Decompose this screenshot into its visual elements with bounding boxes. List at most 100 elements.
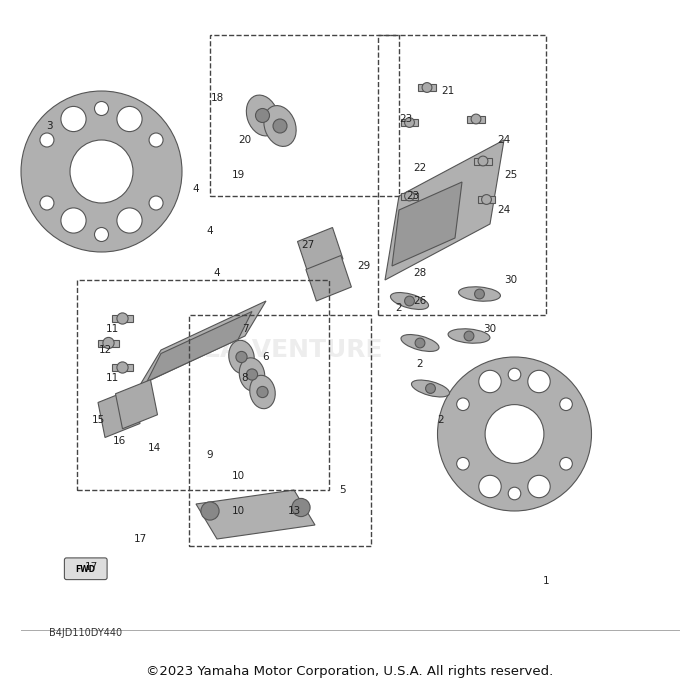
- Ellipse shape: [264, 106, 296, 146]
- Circle shape: [103, 337, 114, 349]
- Text: 3: 3: [46, 121, 52, 131]
- Circle shape: [61, 106, 86, 132]
- Polygon shape: [147, 312, 252, 382]
- Circle shape: [528, 475, 550, 498]
- Text: EALVENTURE: EALVENTURE: [204, 338, 384, 362]
- Text: 11: 11: [106, 373, 118, 383]
- Bar: [98, 340, 119, 346]
- Circle shape: [246, 369, 258, 380]
- Text: 16: 16: [113, 436, 125, 446]
- Circle shape: [201, 502, 219, 520]
- Ellipse shape: [229, 340, 254, 374]
- Text: 26: 26: [414, 296, 426, 306]
- Circle shape: [482, 195, 491, 204]
- Text: 7: 7: [241, 324, 248, 334]
- Bar: [419, 84, 435, 91]
- Ellipse shape: [250, 375, 275, 409]
- Polygon shape: [392, 182, 462, 266]
- Text: 14: 14: [148, 443, 160, 453]
- Ellipse shape: [401, 335, 439, 351]
- Text: 4: 4: [206, 226, 214, 236]
- Text: 25: 25: [505, 170, 517, 180]
- Text: 17: 17: [134, 534, 146, 544]
- Circle shape: [405, 191, 414, 201]
- Text: 1: 1: [542, 576, 550, 586]
- Text: 29: 29: [358, 261, 370, 271]
- Text: 11: 11: [106, 324, 118, 334]
- Circle shape: [415, 338, 425, 348]
- Circle shape: [21, 91, 182, 252]
- Text: 21: 21: [442, 86, 454, 96]
- Text: 2: 2: [416, 359, 424, 369]
- Text: 10: 10: [232, 471, 244, 481]
- Circle shape: [479, 370, 501, 393]
- Ellipse shape: [458, 287, 500, 301]
- Circle shape: [464, 331, 474, 341]
- Text: 22: 22: [414, 163, 426, 173]
- Circle shape: [475, 289, 484, 299]
- Polygon shape: [98, 389, 140, 438]
- Text: 18: 18: [211, 93, 223, 103]
- Ellipse shape: [412, 380, 449, 397]
- Circle shape: [117, 362, 128, 373]
- Circle shape: [149, 133, 163, 147]
- Circle shape: [422, 83, 432, 92]
- Text: 15: 15: [92, 415, 104, 425]
- Circle shape: [94, 102, 108, 116]
- Circle shape: [94, 228, 108, 241]
- Circle shape: [485, 405, 544, 463]
- Text: 23: 23: [407, 191, 419, 201]
- Circle shape: [471, 114, 481, 124]
- Text: 19: 19: [232, 170, 244, 180]
- FancyBboxPatch shape: [64, 558, 107, 580]
- Polygon shape: [385, 140, 504, 280]
- Text: 23: 23: [400, 114, 412, 124]
- Text: 2: 2: [395, 303, 402, 313]
- Circle shape: [117, 106, 142, 132]
- Bar: [477, 196, 496, 203]
- Circle shape: [456, 458, 469, 470]
- Text: 12: 12: [99, 345, 111, 355]
- Bar: [112, 364, 133, 371]
- Text: 24: 24: [498, 135, 510, 145]
- Circle shape: [236, 351, 247, 363]
- Circle shape: [560, 398, 573, 410]
- Text: 10: 10: [232, 506, 244, 516]
- Ellipse shape: [448, 329, 490, 343]
- Polygon shape: [306, 256, 351, 301]
- Text: 2: 2: [438, 415, 444, 425]
- Text: 6: 6: [262, 352, 270, 362]
- Text: 28: 28: [414, 268, 426, 278]
- Circle shape: [40, 133, 54, 147]
- Circle shape: [438, 357, 592, 511]
- Circle shape: [117, 208, 142, 233]
- Circle shape: [456, 398, 469, 410]
- Text: 9: 9: [206, 450, 214, 460]
- Circle shape: [40, 196, 54, 210]
- Ellipse shape: [239, 358, 265, 391]
- Circle shape: [478, 156, 488, 166]
- Circle shape: [149, 196, 163, 210]
- Circle shape: [426, 384, 435, 393]
- Ellipse shape: [391, 293, 428, 309]
- Bar: [468, 116, 485, 122]
- Text: 13: 13: [288, 506, 300, 516]
- Text: B4JD110DY440: B4JD110DY440: [49, 629, 122, 638]
- Bar: [400, 119, 419, 126]
- Bar: [400, 193, 419, 200]
- Text: 20: 20: [239, 135, 251, 145]
- Bar: [112, 315, 133, 322]
- Polygon shape: [298, 228, 343, 273]
- Circle shape: [560, 458, 573, 470]
- Circle shape: [61, 208, 86, 233]
- Circle shape: [479, 475, 501, 498]
- Text: 4: 4: [193, 184, 200, 194]
- Text: 8: 8: [241, 373, 248, 383]
- Polygon shape: [140, 301, 266, 385]
- Text: 30: 30: [484, 324, 496, 334]
- Circle shape: [273, 119, 287, 133]
- Bar: [475, 158, 491, 164]
- Circle shape: [508, 368, 521, 381]
- Circle shape: [292, 498, 310, 517]
- Circle shape: [70, 140, 133, 203]
